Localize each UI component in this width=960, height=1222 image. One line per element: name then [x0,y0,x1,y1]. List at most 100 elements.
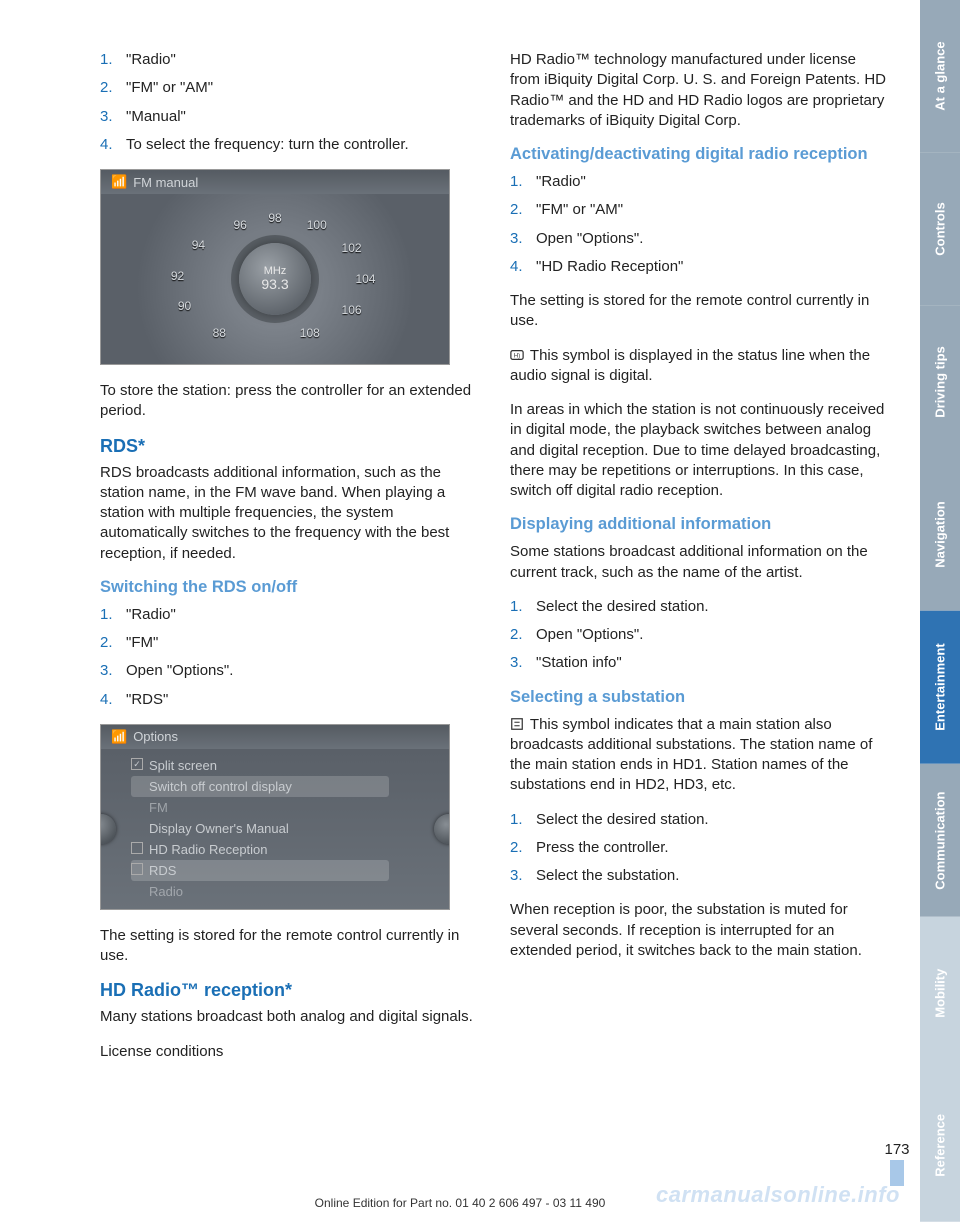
step-number: 1. [100,605,126,625]
page-number-text: 173 [884,1141,909,1158]
section-tab[interactable]: Entertainment [920,611,960,764]
options-row: Radio [131,881,449,902]
frequency-dial: MHz 93.3 [239,243,311,315]
right-column: HD Radio™ technology manufactured under … [510,50,890,1192]
step-number: 1. [100,50,126,70]
activate-heading: Activating/deactivating digital radio re… [510,145,890,164]
step-text: "Radio" [126,605,176,625]
step-number: 2. [510,625,536,645]
step-text: "FM" [126,633,158,653]
hd-radio-heading: HD Radio™ reception* [100,980,480,1001]
dial-tick-label: 104 [355,272,375,286]
step-text: "Manual" [126,107,186,127]
options-row-label: RDS [149,863,176,878]
activate-note2: H) This symbol is displayed in the statu… [510,346,890,387]
substation-body: This symbol indicates that a main statio… [510,715,890,796]
options-row-label: Switch off control display [149,779,292,794]
fm-manual-label: FM manual [133,175,198,190]
step-number: 4. [100,135,126,155]
step-text: "FM" or "AM" [536,200,623,220]
step-text: Open "Options". [126,661,233,681]
signal-icon: 📶 [111,729,127,745]
watermark: carmanualsonline.info [656,1182,900,1208]
checkbox-icon [131,863,143,875]
step-item: 1.Select the desired station. [510,597,890,617]
step-text: "Station info" [536,653,622,673]
manual-tune-steps: 1."Radio"2."FM" or "AM"3."Manual"4.To se… [100,50,480,155]
step-text: "RDS" [126,690,168,710]
options-list: ✓Split screen Switch off control display F… [101,749,449,909]
step-item: 2."FM" or "AM" [510,200,890,220]
step-text: Select the desired station. [536,810,709,830]
section-tab[interactable]: Communication [920,764,960,917]
step-item: 4.To select the frequency: turn the cont… [100,135,480,155]
hd-status-icon: H) [510,348,524,362]
step-item: 3."Manual" [100,107,480,127]
rds-switch-heading: Switching the RDS on/off [100,578,480,597]
rds-body: RDS broadcasts additional information, s… [100,463,480,564]
step-text: To select the frequency: turn the contro… [126,135,409,155]
screenshot-header: 📶 FM manual [101,170,449,194]
step-number: 1. [510,172,536,192]
hd-radio-body: Many stations broadcast both analog and … [100,1007,480,1027]
step-number: 4. [100,690,126,710]
dial-tick-label: 96 [234,218,247,232]
fm-manual-screenshot: 📶 FM manual MHz 93.3 8890929496981001021… [100,169,450,365]
options-row: ✓Split screen [131,755,449,776]
dial-frequency: 93.3 [261,277,288,292]
dial-tick-label: 88 [213,326,226,340]
step-item: 4."HD Radio Reception" [510,257,890,277]
step-item: 3."Station info" [510,653,890,673]
display-info-heading: Displaying additional information [510,515,890,534]
step-item: 2.Press the controller. [510,838,890,858]
svg-text:H): H) [514,352,520,359]
step-item: 1.Select the desired station. [510,810,890,830]
section-tab[interactable]: Reference [920,1069,960,1222]
options-label: Options [133,729,178,744]
rds-heading: RDS* [100,436,480,457]
options-row: Display Owner's Manual [131,818,449,839]
substation-icon [510,717,524,731]
step-number: 3. [510,653,536,673]
step-item: 3.Open "Options". [510,229,890,249]
step-number: 1. [510,810,536,830]
license-body: HD Radio™ technology manufactured under … [510,50,890,131]
activate-steps: 1."Radio" 2."FM" or "AM" 3.Open "Options".… [510,172,890,277]
step-text: Open "Options". [536,625,643,645]
options-screenshot: 📶 Options ✓Split screen Switch off contro… [100,724,450,910]
step-number: 2. [510,838,536,858]
section-tab[interactable]: Controls [920,153,960,306]
screenshot-header: 📶 Options [101,725,449,749]
section-tab[interactable]: Mobility [920,917,960,1070]
dial-tick-label: 94 [192,238,205,252]
options-row-label: HD Radio Reception [149,842,268,857]
store-station-note: To store the station: press the controll… [100,381,480,422]
page-number: 173 [882,1141,912,1186]
checkbox-icon: ✓ [131,758,143,770]
step-number: 2. [100,78,126,98]
step-number: 4. [510,257,536,277]
section-tabs: At a glanceControlsDriving tipsNavigatio… [920,0,960,1222]
display-info-body: Some stations broadcast additional infor… [510,542,890,583]
substation-heading: Selecting a substation [510,688,890,707]
step-number: 3. [100,107,126,127]
substation-steps: 1.Select the desired station. 2.Press the… [510,810,890,887]
rds-stored-note: The setting is stored for the remote con… [100,926,480,967]
options-row: Switch off control display [131,776,389,797]
dial-tick-label: 98 [268,211,281,225]
section-tab[interactable]: At a glance [920,0,960,153]
display-info-steps: 1.Select the desired station. 2.Open "Opt… [510,597,890,674]
step-number: 3. [510,229,536,249]
options-row: FM [131,797,449,818]
step-item: 1."Radio" [510,172,890,192]
section-tab[interactable]: Driving tips [920,306,960,459]
step-item: 2."FM" or "AM" [100,78,480,98]
left-knob-icon [100,814,116,844]
step-item: 4."RDS" [100,690,480,710]
activate-note2-text: This symbol is displayed in the status l… [510,347,870,384]
section-tab[interactable]: Navigation [920,458,960,611]
signal-icon: 📶 [111,174,127,190]
step-number: 1. [510,597,536,617]
substation-body-text: This symbol indicates that a main statio… [510,716,872,794]
step-number: 2. [100,633,126,653]
